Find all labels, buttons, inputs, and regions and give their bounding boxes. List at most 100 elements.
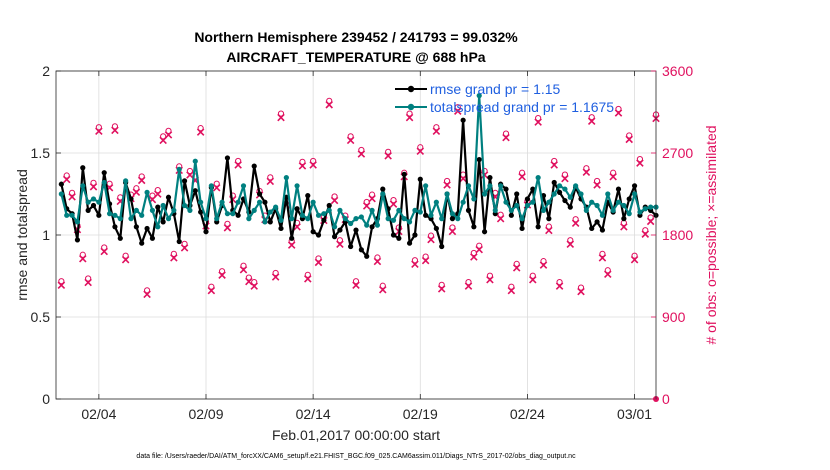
obs-assimilated-stroke — [287, 241, 296, 249]
obs-assimilated-stroke — [646, 217, 655, 226]
totalspread-point — [74, 219, 81, 225]
obs-assimilated-stroke — [512, 264, 521, 272]
obs-assimilated-marker — [614, 109, 623, 117]
legend-label-rmse: rmse grand pr = 1.15 — [430, 81, 561, 97]
y-right-tick-label: 3600 — [662, 63, 693, 79]
obs-assimilated-stroke — [571, 219, 580, 228]
totalspread-point — [417, 209, 423, 215]
obs-assimilated-marker — [95, 127, 103, 135]
obs-assimilated-stroke — [164, 131, 173, 139]
rmse-point — [305, 193, 311, 199]
obs-assimilated-stroke — [368, 194, 376, 203]
obs-possible-marker — [101, 244, 108, 251]
obs-assimilated-stroke — [314, 258, 323, 267]
totalspread-point — [160, 202, 166, 209]
obs-assimilated-marker — [534, 118, 542, 126]
obs-assimilated-stroke — [304, 275, 312, 283]
rmse-point — [74, 237, 81, 243]
obs-possible-marker — [240, 262, 247, 269]
obs-possible-marker — [272, 269, 279, 277]
rmse-point — [401, 171, 407, 177]
totalspread-point — [540, 207, 547, 213]
obs-assimilated-marker — [212, 183, 221, 192]
totalspread-point — [106, 211, 113, 217]
obs-assimilated-stroke — [389, 200, 398, 208]
obs-possible-marker — [588, 114, 595, 121]
rmse-point — [508, 212, 514, 218]
obs-assimilated-marker — [555, 282, 564, 290]
rmse-point — [267, 219, 273, 225]
totalspread-point — [149, 207, 156, 213]
rmse-point — [567, 204, 573, 210]
totalspread-point — [256, 199, 263, 205]
obs-possible-marker — [545, 223, 552, 230]
obs-assimilated-stroke — [641, 230, 650, 238]
totalspread-point — [315, 212, 322, 218]
totalspread-point — [556, 183, 563, 189]
obs-assimilated-stroke — [309, 161, 317, 169]
obs-possible-marker — [476, 242, 483, 249]
totalspread-point — [433, 199, 439, 205]
obs-possible-marker — [390, 197, 397, 204]
obs-assimilated-stroke — [464, 282, 473, 290]
obs-assimilated-stroke — [212, 183, 221, 192]
obs-assimilated-marker — [239, 265, 248, 274]
obs-possible-marker — [513, 260, 520, 267]
obs-possible-marker — [518, 169, 526, 176]
obs-possible-marker — [111, 123, 119, 130]
obs-possible-marker — [535, 115, 542, 122]
totalspread-point — [224, 211, 231, 217]
obs-assimilated-marker — [164, 131, 173, 139]
obs-assimilated-marker — [170, 254, 178, 262]
obs-possible-marker — [213, 180, 220, 187]
obs-assimilated-marker — [539, 261, 548, 269]
obs-possible-marker — [604, 267, 611, 274]
totalspread-point — [364, 222, 370, 228]
obs-possible-marker — [465, 279, 472, 286]
totalspread-point — [299, 212, 306, 218]
rmse-point — [465, 207, 472, 213]
obs-possible-marker — [224, 220, 231, 227]
rmse-point — [315, 232, 322, 238]
rmse-point — [58, 181, 64, 187]
obs-assimilated-stroke — [245, 277, 253, 286]
obs-possible-marker — [277, 110, 285, 117]
obs-possible-marker — [449, 224, 456, 231]
obs-assimilated-marker — [507, 286, 516, 295]
obs-assimilated-stroke — [614, 109, 623, 117]
totalspread-point — [444, 191, 450, 197]
obs-assimilated-stroke — [170, 254, 178, 262]
totalspread-point — [406, 219, 413, 225]
x-axis-label: Feb.01,2017 00:00:00 start — [272, 427, 440, 443]
obs-assimilated-stroke — [475, 245, 483, 254]
totalspread-point — [101, 179, 107, 186]
totalspread-point — [401, 216, 407, 222]
obs-assimilated-stroke — [352, 281, 360, 289]
totalspread-point — [337, 207, 343, 213]
totalspread-point — [187, 207, 193, 213]
y-right-tick-label: 2700 — [662, 145, 693, 161]
obs-possible-marker — [540, 258, 547, 265]
x-tick-label: 02/19 — [403, 406, 438, 422]
obs-possible-marker — [610, 169, 617, 176]
totalspread-point — [208, 183, 214, 189]
obs-assimilated-marker — [309, 161, 317, 169]
totalspread-point — [326, 207, 332, 213]
obs-assimilated-marker — [362, 202, 371, 210]
rmse-point — [262, 199, 268, 205]
y-left-tick-label: 1.5 — [31, 145, 51, 161]
y-left-tick-label: 1 — [42, 227, 50, 243]
rmse-point — [90, 202, 97, 209]
obs-possible-marker — [315, 255, 322, 262]
obs-assimilated-stroke — [630, 255, 639, 264]
obs-assimilated-stroke — [111, 126, 119, 135]
obs-possible-marker — [267, 174, 274, 181]
rmse-point — [621, 216, 627, 222]
rmse-point — [364, 253, 370, 259]
legend: rmse grand pr = 1.15 totalspread grand p… — [395, 81, 614, 115]
x-tick-label: 02/14 — [296, 406, 331, 422]
obs-possible-marker — [631, 252, 638, 259]
obs-assimilated-marker — [443, 181, 451, 189]
rmse-point — [348, 243, 354, 250]
obs-possible-marker — [186, 167, 194, 175]
